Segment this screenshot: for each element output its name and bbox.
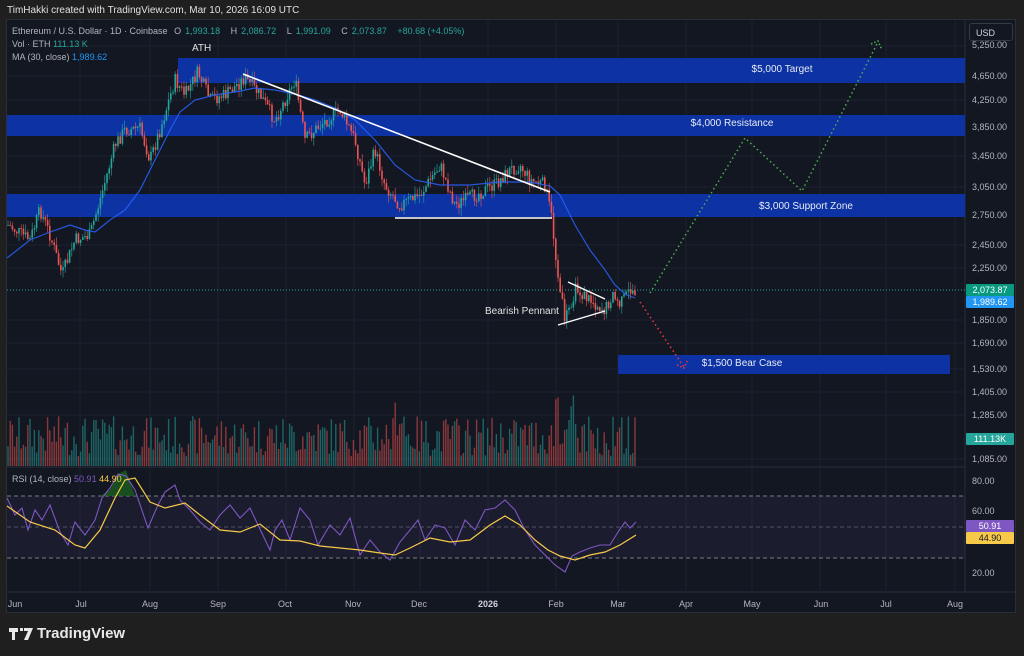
price-axis-label: 3,850.00: [972, 122, 1008, 132]
volume-tag: 111.13K: [966, 433, 1014, 445]
rsi-ma-tag: 44.90: [966, 532, 1014, 544]
volume-legend: Vol · ETH 111.13 K: [12, 39, 88, 49]
time-axis-label: Sep: [209, 599, 227, 609]
candlesticks: [7, 63, 636, 329]
rsi-ma-line: [6, 477, 637, 561]
rsi-axis-label: 60.00: [972, 506, 995, 516]
zone-3000-support: [7, 194, 965, 217]
price-axis-label: 3,450.00: [972, 151, 1008, 161]
time-axis-label: 2026: [477, 599, 499, 609]
open-value: 1,993.18: [185, 26, 221, 36]
ath-annotation: ATH: [192, 43, 212, 54]
change-value: +80.68 (+4.05%): [397, 26, 465, 36]
time-axis-label: Aug: [141, 599, 159, 609]
time-axis-label: May: [743, 599, 761, 609]
high-value: 2,086.72: [241, 26, 277, 36]
time-axis-label: Jul: [880, 599, 892, 609]
time-axis-label: Mar: [610, 599, 626, 609]
ma-price-tag: 1,989.62: [966, 296, 1014, 308]
brand-name: TradingView: [37, 625, 126, 642]
price-axis-label: 4,650.00: [972, 71, 1008, 81]
tradingview-logo-icon: [9, 627, 33, 640]
price-axis-label: 1,530.00: [972, 364, 1008, 374]
time-axis-label: Feb: [548, 599, 564, 609]
low-value: 1,991.09: [295, 26, 331, 36]
descending-trendline: [242, 73, 551, 193]
price-axis-label: 2,250.00: [972, 263, 1008, 273]
time-axis-label: Jun: [813, 599, 829, 609]
rsi-tag: 50.91: [966, 520, 1014, 532]
symbol-title: Ethereum / U.S. Dollar · 1D · Coinbase: [12, 26, 168, 36]
price-axis-label: 1,850.00: [972, 315, 1008, 325]
ma-legend: MA (30, close) 1,989.62: [12, 52, 108, 62]
last-price-tag: 2,073.87: [966, 284, 1014, 296]
volume-bars: [7, 395, 636, 466]
time-axis-label: Dec: [410, 599, 428, 609]
zones: [7, 58, 965, 374]
price-axis-label: 1,085.00: [972, 454, 1008, 464]
pennant-lower-line: [557, 310, 606, 326]
symbol-legend: Ethereum / U.S. Dollar · 1D · Coinbase O…: [12, 25, 468, 64]
pennant-upper-line: [567, 281, 606, 300]
time-axis-label: Apr: [678, 599, 694, 609]
pennant-annotation: Bearish Pennant: [485, 306, 559, 317]
currency-button[interactable]: USD: [969, 23, 1013, 41]
rsi-ma-value: 44.90: [99, 474, 122, 484]
bull-projection-path: [649, 41, 879, 294]
time-axis-label: Oct: [277, 599, 293, 609]
rsi-line: [6, 473, 637, 573]
price-axis-label: 2,450.00: [972, 240, 1008, 250]
zone-5000-target: [178, 58, 965, 83]
price-axis-label: 5,250.00: [972, 40, 1008, 50]
bull-arrowhead: [870, 40, 883, 51]
rsi-axis-label: 80.00: [972, 476, 995, 486]
ohlc-row: Ethereum / U.S. Dollar · 1D · Coinbase O…: [12, 26, 465, 36]
price-axis-label: 3,050.00: [972, 182, 1008, 192]
price-axis-label: 1,285.00: [972, 410, 1008, 420]
time-axis-label: Aug: [946, 599, 964, 609]
time-axis-label: Nov: [344, 599, 362, 609]
price-axis-label: 2,750.00: [972, 210, 1008, 220]
price-axis-label: 1,690.00: [972, 338, 1008, 348]
rsi-legend: RSI (14, close) 50.91 44.90: [12, 474, 122, 484]
zone-label-4000: $4,000 Resistance: [690, 118, 774, 129]
price-axis-label: 4,250.00: [972, 95, 1008, 105]
zone-label-5000: $5,000 Target: [751, 64, 813, 75]
zone-1500-bear-case: [618, 355, 950, 374]
zone-label-1500: $1,500 Bear Case: [701, 358, 783, 369]
rsi-value: 50.91: [74, 474, 97, 484]
bear-arrowhead: [676, 358, 689, 369]
tradingview-logo[interactable]: TradingView: [9, 625, 125, 642]
price-axis-label: 1,405.00: [972, 387, 1008, 397]
time-axis-label: Jun: [7, 599, 23, 609]
rsi-axis-label: 20.00: [972, 568, 995, 578]
chart-credit: TimHakki created with TradingView.com, M…: [7, 5, 300, 16]
close-value: 2,073.87: [351, 26, 387, 36]
time-axis-label: Jul: [75, 599, 87, 609]
zone-label-3000: $3,000 Support Zone: [759, 201, 853, 212]
zone-4000-resistance: [7, 115, 965, 136]
